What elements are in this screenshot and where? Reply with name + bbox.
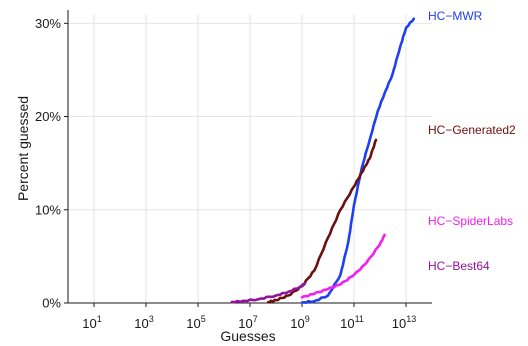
series-label-4: HC−Best64 [428, 259, 490, 273]
series-label-3: HC−SpiderLabs [428, 214, 513, 228]
x-tick-label: 105 [186, 314, 205, 331]
series-line-1 [300, 17, 416, 304]
x-tick-exponent: 3 [149, 314, 154, 324]
series-lines [230, 17, 416, 304]
x-tick-exponent: 13 [406, 314, 416, 324]
y-tick-label: 30% [35, 16, 61, 31]
x-tick-exponent: 9 [305, 314, 310, 324]
x-tick-label: 1011 [340, 314, 364, 331]
x-tick-base: 10 [290, 316, 304, 331]
x-tick-exponent: 1 [97, 314, 102, 324]
x-axis-title: Guesses [220, 328, 275, 344]
y-tick-label: 0% [42, 296, 61, 311]
x-tick-label: 109 [290, 314, 309, 331]
y-axis-title: Percent guessed [15, 96, 31, 201]
series-line-2 [266, 138, 378, 304]
x-tick-exponent: 5 [201, 314, 206, 324]
series-line-4 [230, 282, 307, 304]
x-tick-label: 1013 [392, 314, 416, 331]
series-labels: HC−MWR HC−Generated2 HC−SpiderLabs HC−Best6… [428, 9, 516, 273]
x-tick-base: 10 [82, 316, 96, 331]
y-tick-label: 20% [35, 109, 61, 124]
x-tick-label: 107 [238, 314, 257, 331]
gridlines [68, 14, 432, 304]
x-tick-base: 10 [340, 316, 354, 331]
series-label-2: HC−Generated2 [428, 123, 516, 137]
series-line-3 [300, 233, 386, 299]
x-tick-label: 103 [134, 314, 153, 331]
x-tick-label: 101 [82, 314, 101, 331]
x-tick-exponent: 7 [253, 314, 258, 324]
x-tick-exponent: 11 [355, 314, 364, 324]
series-label-1: HC−MWR [428, 9, 483, 23]
x-tick-base: 10 [238, 316, 252, 331]
y-tick-label: 10% [35, 202, 61, 217]
x-tick-base: 10 [186, 316, 200, 331]
y-axis-ticks: 0% 10% 20% 30% [35, 16, 68, 311]
x-tick-base: 10 [392, 316, 406, 331]
x-tick-base: 10 [134, 316, 148, 331]
x-axis-ticks: 101 103 105 107 109 1011 1013 [82, 303, 416, 331]
